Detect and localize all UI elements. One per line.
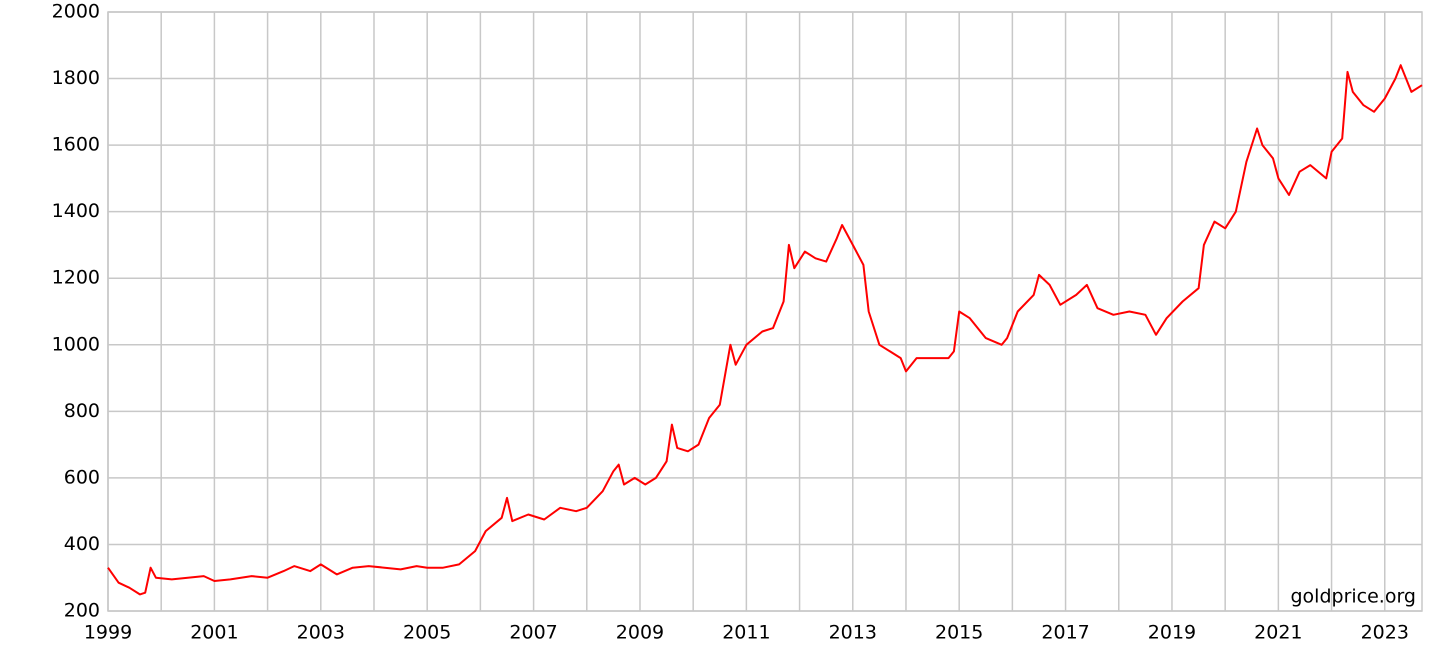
x-tick-label: 2005 <box>403 622 451 644</box>
y-tick-label: 600 <box>64 466 100 488</box>
x-tick-label: 2007 <box>509 622 557 644</box>
y-tick-label: 1800 <box>52 67 100 89</box>
y-tick-label: 1000 <box>52 333 100 355</box>
y-tick-label: 400 <box>64 533 100 555</box>
y-tick-label: 1400 <box>52 200 100 222</box>
annotation: goldprice.org <box>1290 586 1416 608</box>
y-tick-label: 200 <box>64 600 100 622</box>
y-tick-label: 800 <box>64 400 100 422</box>
x-tick-label: 2017 <box>1041 622 1089 644</box>
x-tick-label: 2019 <box>1148 622 1196 644</box>
x-tick-label: 2021 <box>1254 622 1302 644</box>
x-tick-label: 2001 <box>190 622 238 644</box>
plot-frame <box>107 11 1423 612</box>
x-tick-label: 1999 <box>84 622 132 644</box>
x-tick-label: 2011 <box>722 622 770 644</box>
x-tick-label: 2003 <box>297 622 345 644</box>
y-tick-label: 1200 <box>52 267 100 289</box>
x-tick-label: 2013 <box>829 622 877 644</box>
y-tick-label: 1600 <box>52 134 100 156</box>
x-tick-label: 2015 <box>935 622 983 644</box>
x-tick-label: 2009 <box>616 622 664 644</box>
x-tick-label: 2023 <box>1361 622 1409 644</box>
y-tick-label: 2000 <box>52 1 100 23</box>
price-line <box>107 64 1423 596</box>
